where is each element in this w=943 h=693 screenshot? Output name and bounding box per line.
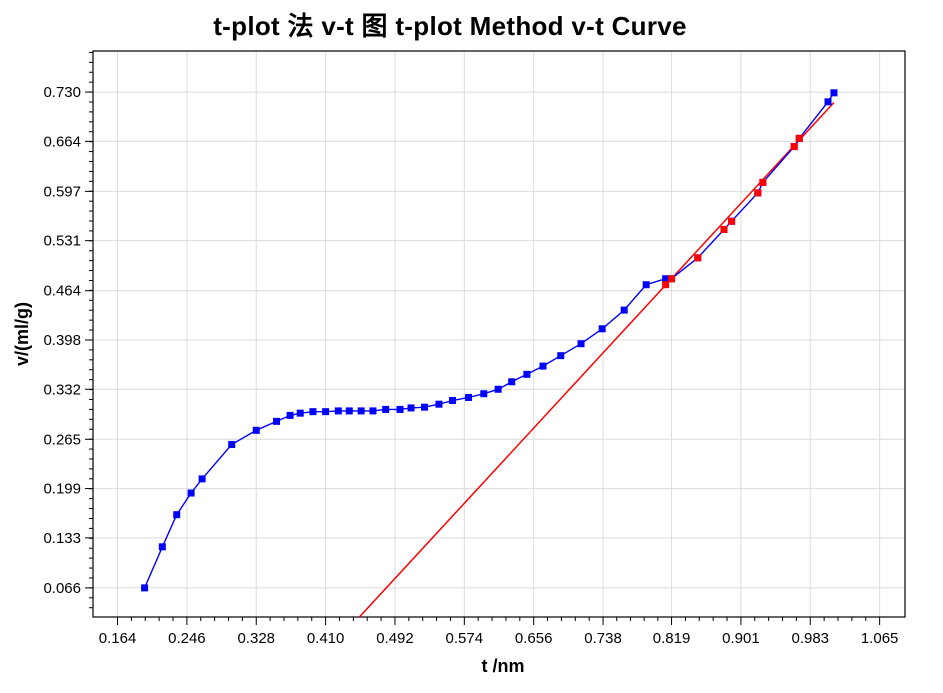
y-axis-title: v/(ml/g) [12,302,32,366]
data-point [309,408,317,416]
data-point [662,275,670,283]
data-point [198,475,206,483]
fit-line [358,102,835,617]
x-tick-label: 0.164 [99,630,137,647]
y-tick-label: 0.664 [43,133,81,150]
data-point [830,89,838,97]
x-tick-label: 0.901 [722,630,760,647]
data-point [334,407,342,415]
data-point [448,396,456,404]
data-point [396,405,404,413]
data-point [228,441,236,449]
x-tick-label: 0.246 [168,630,206,647]
data-point [252,426,260,434]
data-point [824,98,832,106]
x-tick-label: 0.738 [584,630,622,647]
y-tick-label: 0.265 [43,431,81,448]
data-point [141,584,149,592]
selected-point [754,189,762,197]
x-tick-label: 0.656 [515,630,553,647]
x-tick-label: 0.574 [446,630,484,647]
data-point [508,378,516,386]
y-tick-label: 0.597 [43,183,81,200]
y-tick-label: 0.199 [43,481,81,498]
data-point [480,390,488,398]
data-point [523,370,531,378]
data-point [494,385,502,393]
selected-point [694,254,702,262]
data-point [465,393,473,401]
data-point [598,325,606,333]
y-tick-label: 0.332 [43,381,81,398]
data-point [345,407,353,415]
data-point [421,403,429,411]
x-tick-label: 0.492 [376,630,414,647]
y-tick-label: 0.730 [43,84,81,101]
x-axis-title: t /nm [482,656,525,676]
data-point [435,400,443,408]
x-tick-label: 0.819 [653,630,691,647]
selected-point [728,217,736,225]
data-point [382,405,390,413]
y-tick-label: 0.066 [43,580,81,597]
chart-title: t-plot 法 v-t 图 t-plot Method v-t Curve [213,11,687,41]
data-point [173,511,181,519]
x-tick-label: 0.983 [791,630,829,647]
selected-point [720,225,728,233]
data-point [620,306,628,314]
data-point [539,362,547,370]
data-point [322,408,330,416]
data-point [407,404,415,412]
data-point [296,409,304,417]
selected-point [790,143,798,151]
plot-frame [92,50,906,618]
data-point [273,417,281,425]
data-point [577,340,585,348]
data-point [357,407,365,415]
data-point [369,407,377,415]
x-tick-label: 0.410 [307,630,345,647]
y-tick-label: 0.398 [43,332,81,349]
selected-point [668,275,676,283]
data-point [286,411,294,419]
y-tick-label: 0.133 [43,530,81,547]
selected-point [759,178,767,186]
selected-point [795,134,803,142]
data-point [158,543,166,551]
y-tick-label: 0.531 [43,233,81,250]
x-tick-label: 0.328 [237,630,275,647]
data-point [642,281,650,289]
selected-point [662,281,670,289]
x-tick-label: 1.065 [861,630,899,647]
data-point [187,489,195,497]
data-point [557,352,565,360]
y-tick-label: 0.464 [43,283,81,300]
